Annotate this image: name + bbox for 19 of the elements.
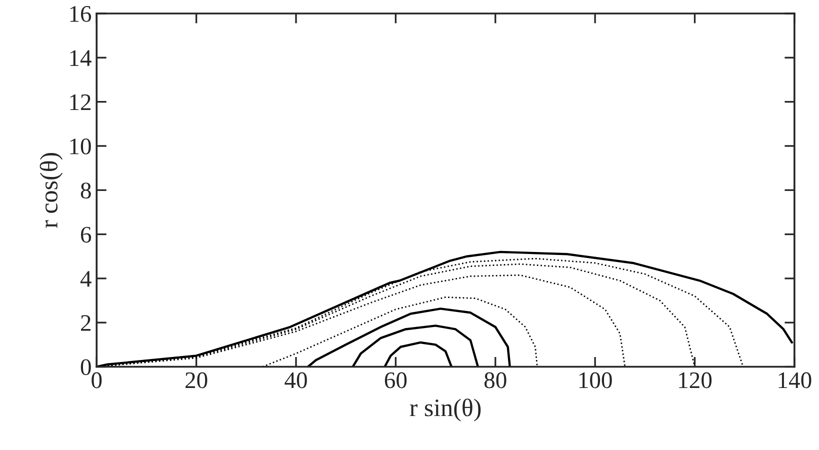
- x-tick-label: 100: [579, 372, 612, 388]
- y-tick-label: 10: [70, 138, 91, 154]
- x-tick-label: 60: [384, 372, 407, 388]
- y-tick-label: 8: [80, 182, 91, 199]
- y-tick-label: 0: [80, 359, 91, 376]
- x-tick-label: 80: [484, 372, 506, 388]
- y-tick-label: 4: [80, 271, 92, 287]
- y-tick-label: 12: [70, 94, 90, 110]
- y-tick-label: 6: [80, 226, 92, 243]
- x-tick-label: 120: [679, 372, 712, 388]
- x-tick-label: 0: [92, 372, 102, 388]
- y-axis-title: r cos(θ): [40, 152, 63, 228]
- y-tick-label: 16: [70, 6, 92, 22]
- x-tick-label: 40: [284, 372, 307, 388]
- y-tick-label: 2: [81, 315, 90, 331]
- x-axis-title: r sin(θ): [410, 398, 481, 422]
- y-tick-label: 14: [70, 50, 92, 66]
- x-tick-label: 20: [186, 372, 208, 388]
- x-tick-label: 140: [778, 372, 812, 388]
